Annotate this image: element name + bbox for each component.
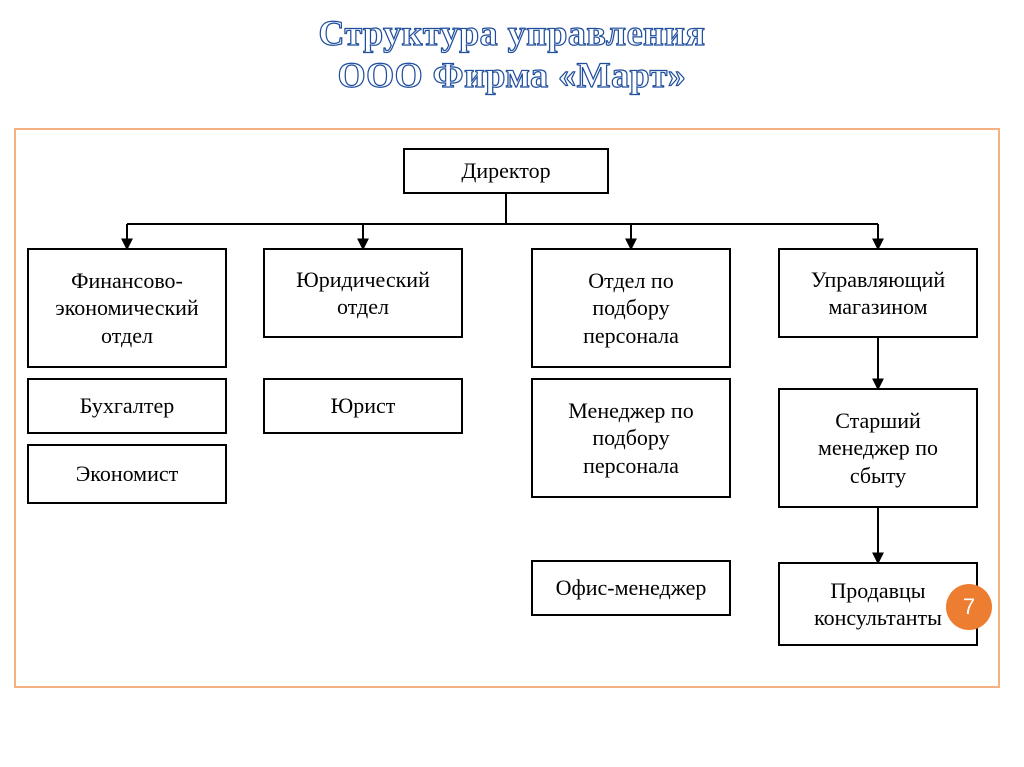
page-number-badge: 7	[946, 584, 992, 630]
node-hr_manager: Менеджер поподборуперсоналa	[531, 378, 731, 498]
slide-title: Структура управления ООО Фирма «Март»	[0, 12, 1024, 96]
node-store_mgr: Управляющиймагазином	[778, 248, 978, 338]
title-line-1: Структура управления	[0, 12, 1024, 54]
title-line-2: ООО Фирма «Март»	[0, 54, 1024, 96]
node-lawyer: Юрист	[263, 378, 463, 434]
node-fin_econ: Финансово-экономическийотдел	[27, 248, 227, 368]
node-director: Директор	[403, 148, 609, 194]
page-number: 7	[963, 594, 975, 620]
node-hr: Отдел поподборуперсонала	[531, 248, 731, 368]
node-accountant: Бухгалтер	[27, 378, 227, 434]
node-office_mgr: Офис-менеджер	[531, 560, 731, 616]
node-legal: Юридическийотдел	[263, 248, 463, 338]
node-senior_sales: Старшийменеджер посбыту	[778, 388, 978, 508]
node-economist: Экономист	[27, 444, 227, 504]
